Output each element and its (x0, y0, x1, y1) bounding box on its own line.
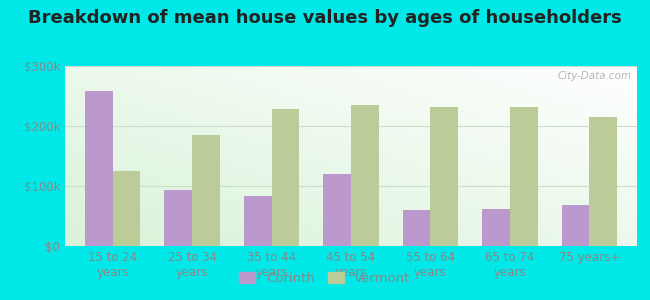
Bar (482, 209, 510, 246)
Bar (562, 205, 590, 246)
Bar (351, 105, 379, 246)
Bar (85, 91, 112, 246)
Bar (164, 190, 192, 246)
Bar (244, 196, 272, 246)
Bar (323, 174, 351, 246)
Text: City-Data.com: City-Data.com (557, 71, 631, 81)
Text: Breakdown of mean house values by ages of householders: Breakdown of mean house values by ages o… (28, 9, 622, 27)
Bar (430, 107, 458, 246)
Bar (112, 171, 140, 246)
Bar (510, 107, 538, 246)
Legend: Corinth, Vermont: Corinth, Vermont (234, 267, 416, 290)
Bar (272, 109, 300, 246)
Bar (192, 135, 220, 246)
Bar (590, 117, 617, 246)
Bar (402, 210, 430, 246)
